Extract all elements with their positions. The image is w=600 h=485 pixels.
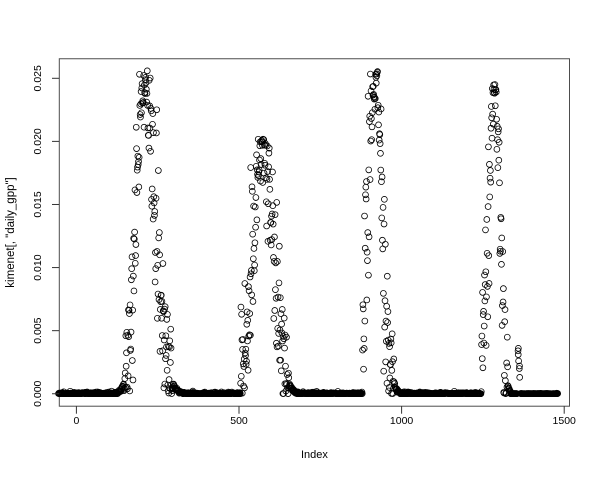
svg-text:1500: 1500 xyxy=(553,415,577,427)
svg-text:0: 0 xyxy=(73,415,79,427)
svg-text:0.015: 0.015 xyxy=(32,191,44,217)
svg-text:0.010: 0.010 xyxy=(32,254,44,280)
svg-text:500: 500 xyxy=(230,415,248,427)
svg-text:0.020: 0.020 xyxy=(32,128,44,154)
svg-text:0.025: 0.025 xyxy=(32,65,44,91)
svg-text:kimenet[, "daily_gpp"]: kimenet[, "daily_gpp"] xyxy=(5,177,17,287)
svg-text:0.005: 0.005 xyxy=(32,317,44,343)
svg-text:1000: 1000 xyxy=(390,415,414,427)
svg-text:0.000: 0.000 xyxy=(32,380,44,406)
svg-text:Index: Index xyxy=(301,449,328,461)
